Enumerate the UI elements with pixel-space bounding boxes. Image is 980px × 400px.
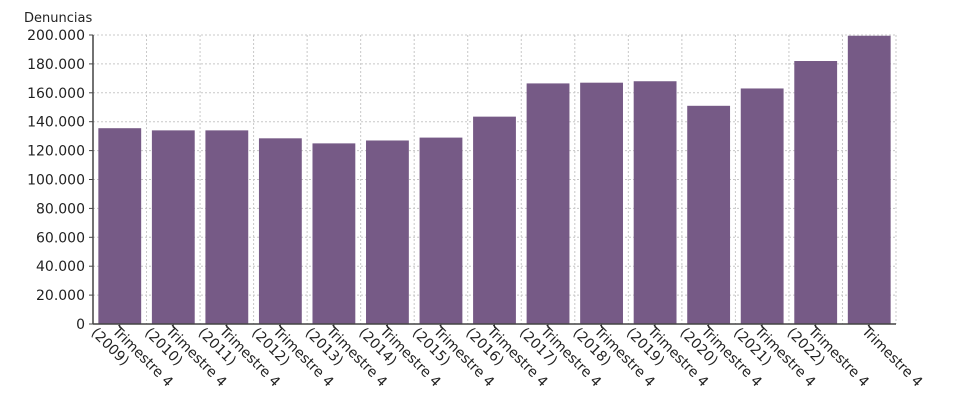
- bar: [687, 105, 731, 325]
- bar: [312, 143, 356, 324]
- bar: [258, 138, 302, 324]
- bar: [473, 116, 516, 324]
- bar: [526, 83, 570, 324]
- y-axis-title: Denuncias: [24, 11, 92, 26]
- bar: [794, 61, 838, 324]
- y-tick-label: 80.000: [36, 201, 85, 217]
- y-tick-label: 180.000: [27, 57, 85, 73]
- y-tick-label: 40.000: [36, 259, 85, 275]
- bar: [205, 130, 249, 324]
- bar: [740, 88, 784, 324]
- y-axis-ticks: 0 20.000 40.000 60.000 80.000 100.000 120.000 1…: [27, 28, 93, 333]
- y-tick-label: 140.000: [27, 115, 85, 131]
- bar: [98, 128, 142, 324]
- y-tick-label: 200.000: [27, 28, 85, 44]
- y-tick-label: 160.000: [27, 86, 85, 102]
- bar: [419, 137, 463, 324]
- x-axis-labels: Trimestre 4(2009) Trimestre 4(2010) Trimes…: [88, 323, 926, 391]
- bar: [847, 35, 891, 324]
- y-tick-label: 100.000: [27, 173, 85, 189]
- bar: [580, 82, 623, 324]
- bar: [151, 130, 195, 324]
- bar: [366, 140, 409, 324]
- y-tick-label: 60.000: [36, 230, 85, 246]
- y-tick-label: 0: [76, 317, 85, 333]
- y-tick-label: 20.000: [36, 288, 85, 304]
- y-tick-label: 120.000: [27, 144, 85, 160]
- bars: [98, 35, 891, 325]
- bar: [633, 81, 677, 325]
